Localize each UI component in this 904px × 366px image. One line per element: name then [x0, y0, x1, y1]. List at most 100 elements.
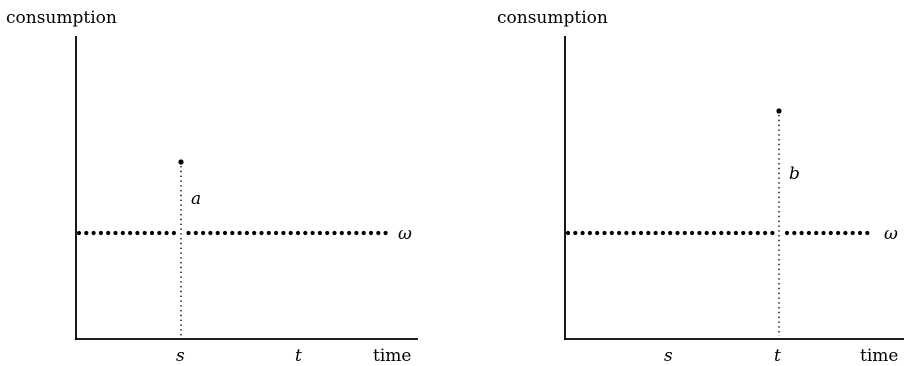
right-baseline-dot [784, 230, 790, 236]
left-baseline-dot [347, 230, 352, 236]
right-baseline-dot [675, 230, 680, 236]
left-baseline-dot [120, 230, 125, 236]
right-baseline-dot [836, 230, 841, 236]
right-baseline-dot [565, 230, 571, 236]
right-baseline-dot [828, 230, 833, 236]
right-baseline-dot [792, 230, 797, 236]
right-baseline-dot [821, 230, 826, 236]
right-baseline-dot [653, 230, 658, 236]
left-y-axis-label: consumption [6, 8, 117, 28]
left-baseline-dot [310, 230, 315, 236]
left-baseline-dot [339, 230, 344, 236]
right-baseline-dot [595, 230, 600, 236]
left-baseline-dot [76, 230, 82, 236]
left-baseline-dot [164, 230, 169, 236]
left-baseline-dot [368, 230, 374, 236]
right-baseline-dot [763, 230, 768, 236]
left-baseline-dot [376, 230, 381, 236]
left-baseline-dot [91, 230, 96, 236]
right-y-axis-label: consumption [497, 8, 608, 28]
left-baseline-dot [244, 230, 249, 236]
right-baseline-dot [668, 230, 673, 236]
right-tick-t: t [774, 346, 781, 366]
left-tick-s: s [176, 346, 185, 366]
right-baseline-dot [690, 230, 695, 236]
right-baseline-dot [733, 230, 739, 236]
right-baseline-dot [609, 230, 614, 236]
left-baseline-dot [171, 230, 176, 236]
right-baseline-dot [711, 230, 717, 236]
left-baseline-dot [361, 230, 366, 236]
right-baseline-label: ω [884, 224, 898, 244]
left-baseline-dot [259, 230, 264, 236]
left-baseline-dot [113, 230, 118, 236]
right-baseline-dot [573, 230, 578, 236]
left-baseline-dot [303, 230, 308, 236]
left-x-axis-label: time [373, 346, 411, 366]
left-baseline-dot [266, 230, 271, 236]
left-baseline-dot [354, 230, 359, 236]
right-baseline-dot [587, 230, 593, 236]
left-baseline-dot [332, 230, 337, 236]
right-baseline-dot [638, 230, 644, 236]
right-baseline-dots [565, 230, 870, 236]
left-baseline-dot [135, 230, 140, 236]
left-baseline-label: ω [398, 224, 412, 244]
left-baseline-dot [295, 230, 301, 236]
right-baseline-dot [682, 230, 687, 236]
left-panel: consumption ω a s t time [6, 8, 418, 366]
right-baseline-dot [770, 230, 775, 236]
left-baseline-dot [274, 230, 279, 236]
right-baseline-dot [857, 230, 863, 236]
left-baseline-dot [186, 230, 191, 236]
right-baseline-dot [741, 230, 746, 236]
left-baseline-dot [201, 230, 206, 236]
left-baseline-dot [149, 230, 155, 236]
right-x-axis-label: time [860, 346, 898, 366]
left-baseline-dot [193, 230, 198, 236]
right-baseline-dot [697, 230, 702, 236]
left-baseline-dot [215, 230, 220, 236]
left-baseline-dot [142, 230, 147, 236]
left-baseline-dot [317, 230, 322, 236]
right-baseline-dot [624, 230, 629, 236]
right-baseline-dot [602, 230, 607, 236]
left-baseline-dot [84, 230, 89, 236]
right-baseline-dot [865, 230, 870, 236]
left-baseline-dot [98, 230, 103, 236]
left-baseline-dot [230, 230, 235, 236]
right-baseline-dot [617, 230, 622, 236]
left-baseline-dot [252, 230, 257, 236]
left-spike-dot [178, 159, 184, 165]
right-spike-label: b [789, 164, 800, 184]
right-baseline-dot [660, 230, 666, 236]
left-baseline-dot [222, 230, 228, 236]
right-baseline-dot [799, 230, 804, 236]
right-baseline-dot [580, 230, 585, 236]
left-baseline-dot [288, 230, 293, 236]
left-baseline-dot [383, 230, 388, 236]
left-baseline-dot [237, 230, 242, 236]
right-tick-s: s [664, 346, 673, 366]
right-baseline-dot [748, 230, 753, 236]
right-baseline-dot [631, 230, 636, 236]
right-baseline-dot [719, 230, 724, 236]
left-baseline-dots [76, 230, 388, 236]
left-baseline-dot [208, 230, 213, 236]
left-tick-t: t [295, 346, 302, 366]
left-baseline-dot [157, 230, 162, 236]
right-baseline-dot [726, 230, 731, 236]
left-baseline-dot [106, 230, 111, 236]
right-baseline-dot [814, 230, 819, 236]
left-baseline-dot [325, 230, 330, 236]
right-panel: consumption ω b s t time [497, 8, 904, 366]
right-baseline-dot [843, 230, 848, 236]
right-baseline-dot [755, 230, 760, 236]
right-baseline-dot [850, 230, 855, 236]
right-baseline-dot [646, 230, 651, 236]
right-spike-dot [776, 108, 782, 114]
left-baseline-dot [281, 230, 286, 236]
right-baseline-dot [704, 230, 709, 236]
right-baseline-dot [806, 230, 812, 236]
